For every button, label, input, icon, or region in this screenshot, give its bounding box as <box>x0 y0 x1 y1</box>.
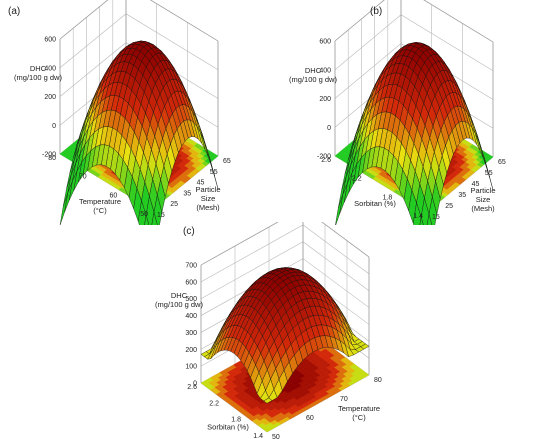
surface-cell <box>263 397 273 404</box>
x-tick-label: 65 <box>223 158 231 165</box>
y-tick-label: 80 <box>48 155 56 162</box>
z-tick-label: 200 <box>44 94 56 101</box>
x-tick-label: 55 <box>210 169 218 176</box>
z-tick-label: 700 <box>185 263 197 270</box>
chart-panel-b: 600 400 200 0 -200 15 25 35 45 55 65 1.4 1.8 2.2 2.6 DH… <box>275 0 550 225</box>
z-axis-title: DHC <box>30 64 47 73</box>
panel-label: (a) <box>8 6 20 17</box>
box-edge <box>321 222 370 258</box>
y-tick-label: 1.4 <box>253 433 263 439</box>
x-axis-title: Size <box>476 195 491 204</box>
x-tick-label: 60 <box>306 415 314 422</box>
surface-cell <box>335 194 344 225</box>
z-axis-title: DHC <box>305 66 322 75</box>
x-tick-label: 35 <box>458 192 466 199</box>
z-tick-label: 400 <box>44 65 56 72</box>
x-axis-title: (Mesh) <box>471 204 495 213</box>
y-tick-label: 1.4 <box>413 213 423 220</box>
z-axis-title: (mg/100 g dw) <box>14 73 62 82</box>
x-axis-title: Particle <box>195 185 220 194</box>
z-tick-label: 400 <box>185 313 197 320</box>
y-tick-label: 2.2 <box>209 400 219 407</box>
y-tick-label: 70 <box>79 174 87 181</box>
x-axis-title: (Mesh) <box>196 203 220 212</box>
z-tick-label: 500 <box>185 296 197 303</box>
tick-labels: 600 400 200 0 -200 15 25 35 45 55 65 1.4 1.8 2.2 2.6 <box>317 39 506 222</box>
surface-plot-a: 6004002000-20015253545556550607080DHC(mg… <box>8 0 231 225</box>
surface-cell <box>426 214 433 225</box>
y-tick-label: 50 <box>140 211 148 218</box>
x-tick-label: 80 <box>374 377 382 384</box>
x-tick-label: 25 <box>445 203 453 210</box>
x-tick-label: 45 <box>472 181 480 188</box>
z-tick-label: -200 <box>317 154 331 161</box>
x-tick-label: 70 <box>340 396 348 403</box>
y-tick-label: 60 <box>110 192 118 199</box>
z-tick-label: 400 <box>319 67 331 74</box>
surface-cell <box>151 212 158 225</box>
chart-panel-c: 700 600 500 400 300 200 100 0 50 60 70 80 1.4 1.8 2.2 2… <box>137 222 413 439</box>
y-axis-title: Sorbitan (%) <box>354 199 396 208</box>
x-tick-label: 15 <box>432 214 440 221</box>
y-axis-title: Sorbitan (%) <box>207 423 249 432</box>
panel-label: (c) <box>183 226 195 237</box>
surface-cell <box>419 217 424 225</box>
grid-line <box>200 222 370 266</box>
z-tick-label: -200 <box>42 152 56 159</box>
z-tick-label: 600 <box>44 37 56 44</box>
surface-mesh <box>200 267 370 404</box>
x-axis-title: Particle <box>470 186 495 195</box>
box-edge <box>59 0 109 40</box>
axis-titles: DHC(mg/100 g dw) Temperature(°C) Sorbitan … <box>155 291 380 431</box>
x-tick-label: 25 <box>170 201 178 208</box>
z-axis-title: DHC <box>171 291 188 300</box>
z-tick-label: 0 <box>327 125 331 132</box>
x-tick-label: 50 <box>272 434 280 439</box>
box-edge <box>423 0 494 43</box>
y-tick-label: 2.2 <box>352 176 362 183</box>
surface-plot-c: 700 600 500 400 300 200 100 0 50 60 70 80 1.4 1.8 2.2 2… <box>155 222 382 439</box>
z-axis-title: (mg/100 g dw) <box>289 75 337 84</box>
y-tick-label: 1.8 <box>231 417 241 424</box>
y-tick-label: 1.8 <box>383 194 393 201</box>
chart-panel-a: 600 400 200 0 -200 15 25 35 45 55 65 50 60 70 80 DHC (mg… <box>0 0 275 225</box>
z-tick-label: 0 <box>52 123 56 130</box>
grid-line <box>59 0 219 42</box>
y-axis-title: (°C) <box>93 206 107 215</box>
y-tick-label: 2.6 <box>321 157 331 164</box>
y-axis-title: Temperature <box>79 197 121 206</box>
surface-cell <box>59 192 69 225</box>
x-tick-label: 65 <box>498 159 506 166</box>
z-tick-label: 600 <box>185 279 197 286</box>
tick-labels: 600 400 200 0 -200 15 25 35 45 55 65 50 60 70 80 <box>42 37 231 220</box>
x-tick-label: 45 <box>197 180 205 187</box>
x-axis-title: Size <box>201 194 216 203</box>
x-tick-label: 35 <box>183 190 191 197</box>
z-tick-label: 200 <box>185 347 197 354</box>
tick-labels: 700 600 500 400 300 200 100 0 50 60 70 80 1.4 1.8 2.2 2… <box>185 263 382 439</box>
z-tick-label: 300 <box>185 330 197 337</box>
x-tick-label: 15 <box>157 212 165 219</box>
z-tick-label: 0 <box>193 381 197 388</box>
z-axis-title: (mg/100 g dw) <box>155 300 203 309</box>
surface-mesh <box>59 40 219 225</box>
box-edge <box>334 0 385 42</box>
x-tick-label: 55 <box>485 170 493 177</box>
y-tick-label: 2.6 <box>187 384 197 391</box>
surface-plot-b: 6004002000-2001525354555651.41.82.22.6DH… <box>289 0 506 225</box>
z-tick-label: 200 <box>319 96 331 103</box>
x-axis-title: (°C) <box>352 413 366 422</box>
x-axis-title: Temperature <box>338 404 380 413</box>
box-edge <box>200 222 279 266</box>
z-tick-label: 600 <box>319 39 331 46</box>
panel-label: (b) <box>370 6 382 17</box>
box-edge <box>149 0 219 42</box>
surface-cell <box>144 215 150 225</box>
surface-mesh <box>335 42 494 225</box>
z-tick-label: 100 <box>185 364 197 371</box>
